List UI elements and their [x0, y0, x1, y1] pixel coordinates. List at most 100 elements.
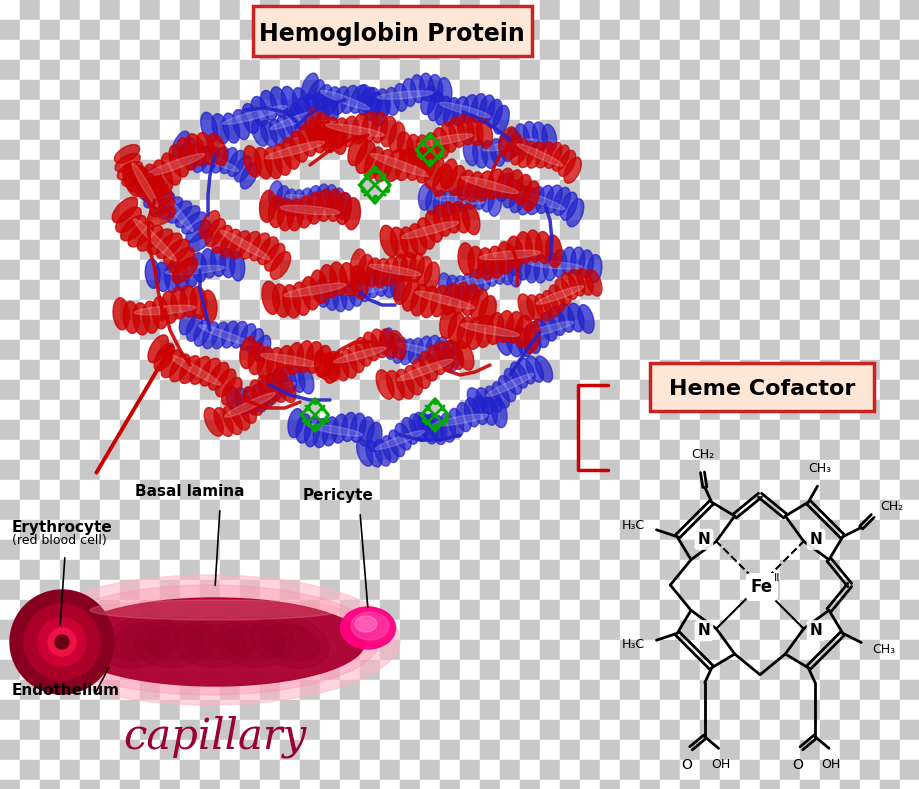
Bar [380, 400, 400, 420]
Bar [839, 100, 859, 120]
Ellipse shape [178, 138, 196, 164]
Bar [119, 660, 140, 680]
Text: N: N [809, 532, 822, 547]
Bar [519, 100, 539, 120]
Ellipse shape [491, 258, 505, 284]
Bar [400, 120, 420, 140]
Bar [539, 20, 560, 40]
Bar [80, 380, 100, 400]
Bar [260, 720, 279, 740]
Ellipse shape [525, 255, 539, 283]
Bar [599, 400, 619, 420]
Ellipse shape [112, 197, 138, 222]
Bar [539, 520, 560, 540]
Bar [199, 480, 220, 500]
Bar [480, 660, 499, 680]
Bar [480, 100, 499, 120]
Bar [340, 760, 359, 780]
Ellipse shape [299, 188, 312, 215]
Bar [679, 380, 699, 400]
Ellipse shape [40, 585, 380, 695]
Bar [899, 660, 919, 680]
Ellipse shape [404, 365, 422, 395]
Bar [0, 580, 20, 600]
Bar [720, 500, 739, 520]
Bar [119, 200, 140, 220]
Bar [340, 20, 359, 40]
Bar [720, 400, 739, 420]
Bar [460, 280, 480, 300]
Bar [800, 160, 819, 180]
Bar [819, 560, 839, 580]
Bar [199, 200, 220, 220]
Ellipse shape [506, 129, 521, 156]
Bar [560, 160, 579, 180]
Bar [119, 120, 140, 140]
Ellipse shape [152, 297, 168, 329]
Bar [480, 360, 499, 380]
Bar [40, 140, 60, 160]
Bar [579, 500, 599, 520]
Bar [220, 600, 240, 620]
Bar [819, 500, 839, 520]
Bar [699, 60, 720, 80]
Ellipse shape [190, 286, 207, 319]
Bar [359, 480, 380, 500]
Bar [140, 260, 160, 280]
Ellipse shape [221, 377, 242, 405]
Bar [439, 40, 460, 60]
Text: H₃C: H₃C [621, 518, 644, 532]
Bar [140, 600, 160, 620]
Ellipse shape [175, 617, 255, 667]
Bar [859, 380, 879, 400]
Bar [519, 140, 539, 160]
Bar [80, 40, 100, 60]
Bar [619, 680, 640, 700]
Bar [340, 200, 359, 220]
Bar [240, 500, 260, 520]
Bar [640, 780, 659, 789]
Bar [859, 500, 879, 520]
Bar [380, 740, 400, 760]
Bar [380, 780, 400, 789]
Ellipse shape [486, 312, 503, 345]
Bar [839, 700, 859, 720]
Bar [100, 380, 119, 400]
Ellipse shape [142, 184, 168, 202]
Bar [300, 540, 320, 560]
Bar [0, 380, 20, 400]
Bar [220, 200, 240, 220]
Bar [380, 420, 400, 440]
Ellipse shape [535, 231, 551, 264]
Bar [220, 360, 240, 380]
Bar [320, 440, 340, 460]
Bar [380, 140, 400, 160]
Ellipse shape [304, 417, 320, 447]
Bar [659, 680, 679, 700]
Text: N: N [809, 623, 822, 638]
Bar [819, 440, 839, 460]
Bar [40, 120, 60, 140]
Bar [20, 600, 40, 620]
Ellipse shape [506, 236, 522, 268]
Ellipse shape [202, 322, 219, 349]
Ellipse shape [402, 280, 419, 311]
Bar [879, 240, 899, 260]
Bar [199, 540, 220, 560]
Bar [839, 320, 859, 340]
Ellipse shape [385, 88, 399, 115]
Bar [300, 760, 320, 780]
Bar [599, 320, 619, 340]
Ellipse shape [524, 324, 540, 353]
Bar [640, 720, 659, 740]
Bar [420, 200, 439, 220]
Bar [160, 320, 180, 340]
Ellipse shape [230, 252, 244, 281]
Bar [340, 720, 359, 740]
Bar [839, 260, 859, 280]
Bar [119, 620, 140, 640]
Bar [439, 360, 460, 380]
Bar [20, 780, 40, 789]
Ellipse shape [488, 190, 501, 216]
Ellipse shape [401, 222, 459, 238]
